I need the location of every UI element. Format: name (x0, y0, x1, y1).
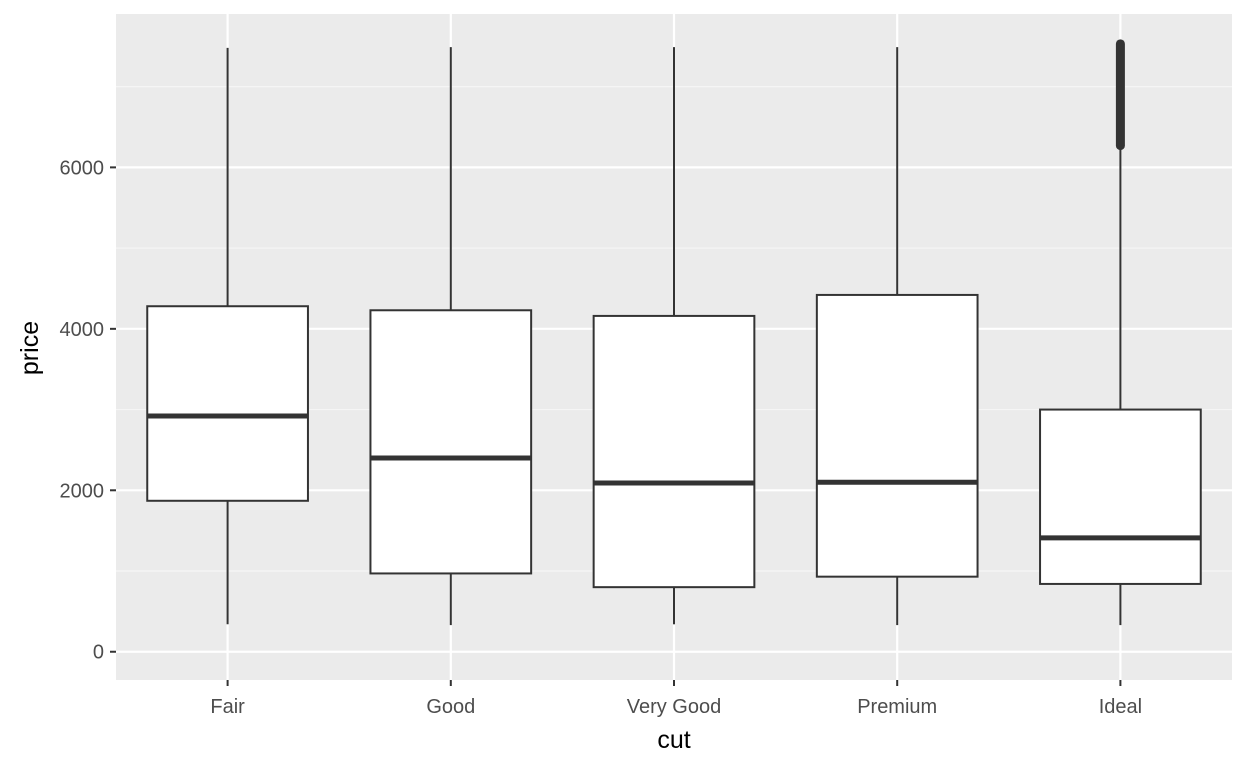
box-very-good (592, 47, 756, 625)
x-tick-label: Premium (857, 696, 937, 718)
box-iqr (592, 314, 756, 589)
x-tick-label: Very Good (627, 696, 722, 718)
y-tick-label: 6000 (60, 157, 105, 179)
box-fair (146, 47, 309, 625)
x-tick-label: Fair (210, 696, 245, 718)
y-axis-title: price (16, 321, 44, 375)
y-tick-label: 0 (93, 642, 104, 664)
y-axis: 0 2000 4000 6000 (60, 157, 116, 664)
box-iqr (146, 305, 309, 502)
y-tick-label: 4000 (60, 319, 105, 341)
box-ideal (1039, 39, 1202, 626)
x-axis: Fair Good Very Good Premium Ideal (210, 680, 1142, 718)
x-axis-title: cut (657, 726, 690, 754)
y-tick-label: 2000 (60, 480, 105, 502)
box-iqr (1039, 408, 1202, 585)
x-tick-label: Ideal (1099, 696, 1142, 718)
box-premium (815, 47, 979, 626)
x-tick-label: Good (426, 696, 475, 718)
box-iqr (369, 309, 533, 575)
box-good (369, 47, 533, 626)
boxes-layer (146, 39, 1202, 626)
box-iqr (815, 293, 979, 578)
